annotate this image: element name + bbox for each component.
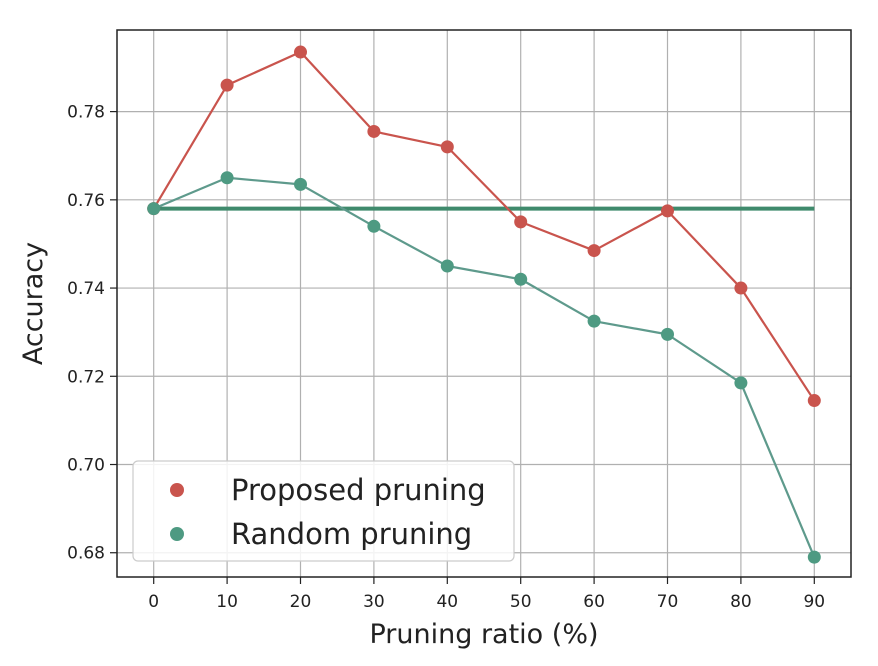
random-pruning-point <box>661 327 674 341</box>
proposed-pruning-point <box>661 204 674 218</box>
x-tick-label: 30 <box>363 592 385 612</box>
proposed-pruning-point <box>807 394 821 408</box>
proposed-pruning-point <box>587 244 601 258</box>
y-axis-label: Accuracy <box>18 242 49 365</box>
legend-box <box>132 460 515 562</box>
random-pruning-line <box>153 176 816 558</box>
legend-marker-proposed <box>170 483 184 497</box>
proposed-pruning-point <box>367 124 381 138</box>
x-axis-label: Pruning ratio (%) <box>369 619 598 650</box>
y-tick-label: 0.70 <box>67 456 105 476</box>
y-tick-label: 0.74 <box>67 279 105 299</box>
random-pruning-point <box>807 550 821 564</box>
x-tick-label: 20 <box>290 592 312 612</box>
proposed-pruning-point <box>734 281 748 295</box>
x-tick-label: 60 <box>583 592 605 612</box>
proposed-pruning-point <box>220 78 234 92</box>
x-tick-label: 80 <box>730 592 752 612</box>
random-pruning-point <box>367 219 381 233</box>
legend-label-proposed: Proposed pruning <box>231 473 486 507</box>
plot-frame <box>116 29 852 578</box>
random-pruning-point <box>514 272 528 286</box>
random-pruning-point <box>734 376 748 390</box>
x-tick-label: 50 <box>510 592 532 612</box>
x-tick-label: 10 <box>216 592 238 612</box>
series-layer <box>147 45 821 564</box>
x-tick-label: 70 <box>657 592 679 612</box>
y-tick-label: 0.72 <box>67 367 105 387</box>
y-tick-label: 0.78 <box>67 103 105 123</box>
y-tick-label: 0.68 <box>67 544 105 564</box>
legend: Proposed pruning Random pruning <box>132 460 515 562</box>
x-tick-label: 90 <box>803 592 825 612</box>
random-pruning-point <box>587 314 601 328</box>
proposed-pruning-point <box>440 140 454 154</box>
random-pruning-point <box>294 177 307 191</box>
ticks: 0 10 20 30 40 50 60 70 80 90 0.68 0.70 0.72 0.74 0.76 0… <box>67 103 825 612</box>
legend-label-random: Random pruning <box>231 517 472 551</box>
random-pruning-point <box>147 202 161 216</box>
y-tick-label: 0.76 <box>67 191 105 211</box>
random-pruning-point <box>220 171 234 185</box>
legend-marker-random <box>170 527 184 541</box>
proposed-pruning-point <box>294 45 307 59</box>
x-tick-label: 40 <box>436 592 458 612</box>
proposed-pruning-line <box>152 50 816 402</box>
random-pruning-point <box>440 259 454 273</box>
x-tick-label: 0 <box>148 592 159 612</box>
proposed-pruning-point <box>514 215 528 229</box>
